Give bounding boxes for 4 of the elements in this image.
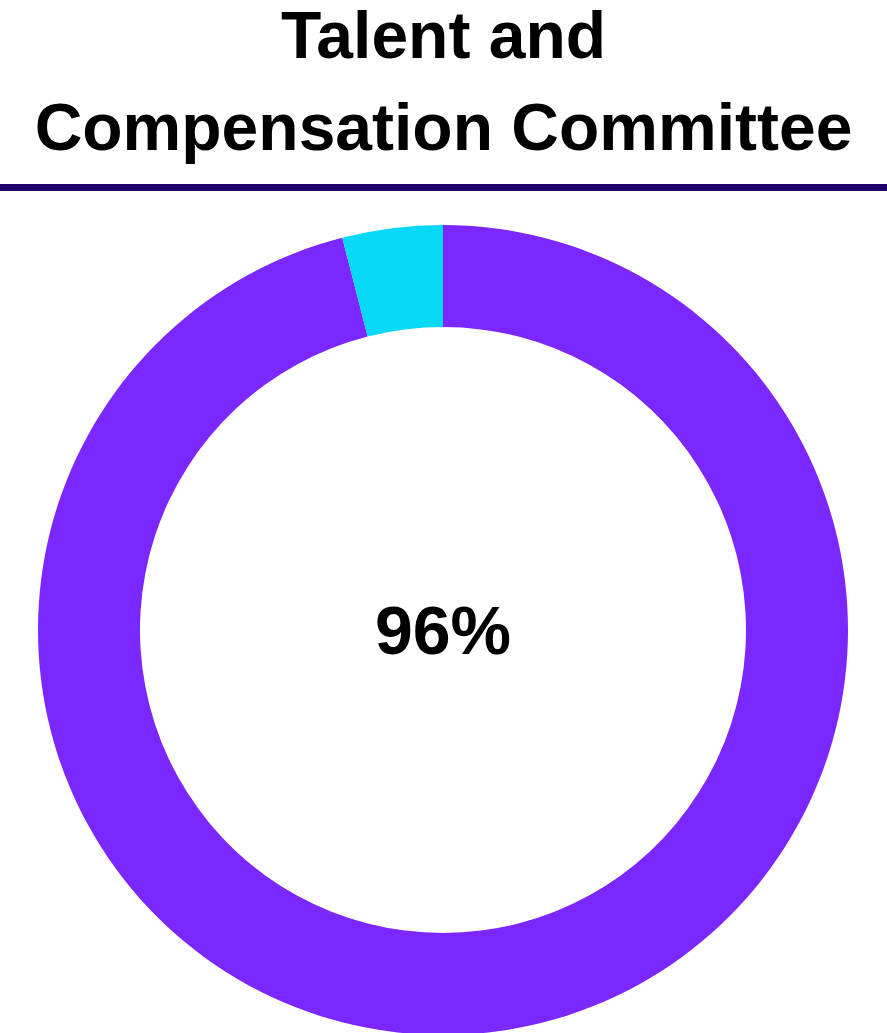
- data-label: 96%: [374, 592, 512, 668]
- donut-slice: [38, 225, 848, 1033]
- chart-title: Talent and Compensation Committee: [34, 0, 853, 164]
- donut-slice: [342, 225, 443, 337]
